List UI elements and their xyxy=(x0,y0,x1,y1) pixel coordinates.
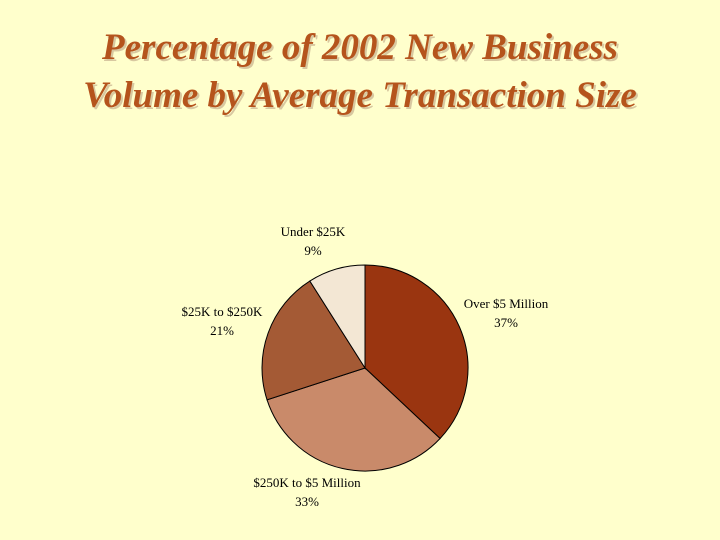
slice-label: Under $25K xyxy=(281,224,346,239)
slice-value-label: 21% xyxy=(210,323,234,338)
slice-value-label: 33% xyxy=(295,494,319,509)
chart-title: Percentage of 2002 New Business Volume b… xyxy=(83,27,637,116)
slice-value-label: 9% xyxy=(304,243,322,258)
pie-slice xyxy=(261,280,366,401)
slice-value-label: 37% xyxy=(494,315,518,330)
slice-label: Over $5 Million xyxy=(464,296,549,311)
pie-slice xyxy=(266,367,441,472)
slice-label: $25K to $250K xyxy=(182,304,264,319)
slice-label: $250K to $5 Million xyxy=(253,475,361,490)
pie-slice xyxy=(309,264,366,370)
pie-slice xyxy=(364,264,469,440)
